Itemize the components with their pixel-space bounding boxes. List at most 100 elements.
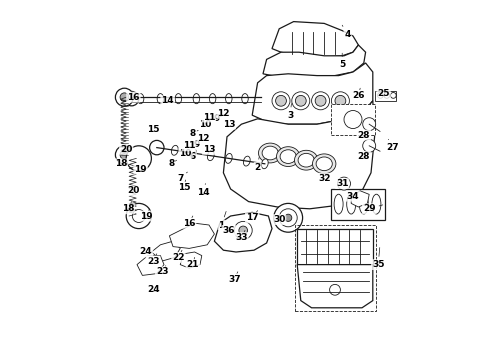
Ellipse shape [359, 194, 368, 214]
Text: 11: 11 [203, 112, 215, 122]
Ellipse shape [334, 194, 343, 214]
Text: 34: 34 [347, 192, 359, 201]
Circle shape [384, 93, 390, 98]
Text: 14: 14 [161, 96, 174, 105]
Circle shape [274, 203, 303, 232]
Text: 8: 8 [190, 129, 198, 138]
Circle shape [335, 95, 346, 106]
Ellipse shape [190, 148, 196, 158]
Text: 5: 5 [339, 53, 345, 69]
Circle shape [279, 209, 297, 227]
Text: 2: 2 [254, 158, 261, 172]
Text: 37: 37 [228, 272, 241, 284]
Circle shape [132, 210, 145, 222]
Text: 17: 17 [246, 211, 259, 222]
Ellipse shape [172, 145, 178, 155]
Circle shape [391, 93, 396, 98]
Circle shape [234, 221, 252, 239]
Circle shape [275, 95, 286, 106]
Polygon shape [272, 22, 358, 58]
Circle shape [338, 177, 350, 190]
Text: 8: 8 [168, 159, 176, 168]
Text: 15: 15 [177, 180, 190, 192]
Polygon shape [180, 252, 202, 268]
Circle shape [149, 140, 164, 155]
Circle shape [239, 226, 247, 235]
Circle shape [126, 146, 151, 171]
Text: 9: 9 [213, 114, 221, 123]
Text: 25: 25 [377, 89, 390, 98]
Text: 27: 27 [386, 139, 399, 152]
Polygon shape [297, 265, 373, 308]
Bar [331, 189, 386, 220]
Polygon shape [351, 191, 369, 207]
Ellipse shape [316, 157, 332, 171]
Circle shape [116, 146, 133, 164]
Text: 6: 6 [190, 152, 196, 161]
Text: 11: 11 [183, 141, 196, 150]
Ellipse shape [157, 94, 164, 104]
Ellipse shape [372, 194, 381, 214]
Polygon shape [223, 101, 374, 209]
Ellipse shape [280, 150, 296, 163]
Text: 26: 26 [352, 88, 365, 100]
Text: 3: 3 [287, 104, 293, 120]
Circle shape [331, 92, 349, 110]
Ellipse shape [298, 153, 314, 167]
Text: 23: 23 [156, 266, 169, 276]
Text: 36: 36 [222, 226, 235, 235]
Bar [297, 229, 373, 265]
Text: 24: 24 [147, 285, 160, 294]
Ellipse shape [153, 143, 160, 153]
Text: 24: 24 [140, 248, 152, 256]
Polygon shape [215, 212, 272, 252]
Text: 33: 33 [235, 230, 247, 242]
Text: 16: 16 [127, 93, 140, 102]
Circle shape [272, 92, 290, 110]
Text: 20: 20 [127, 186, 140, 195]
Text: 4: 4 [342, 25, 351, 39]
Text: 18: 18 [122, 202, 134, 213]
Text: 22: 22 [172, 250, 185, 262]
Text: 13: 13 [222, 120, 235, 129]
Text: 28: 28 [358, 131, 370, 140]
Text: 23: 23 [147, 254, 159, 266]
Text: 18: 18 [115, 159, 127, 168]
Circle shape [344, 111, 362, 129]
Ellipse shape [276, 147, 300, 167]
Text: 29: 29 [363, 204, 383, 213]
Text: 12: 12 [197, 134, 210, 143]
Text: 1: 1 [219, 211, 226, 230]
Circle shape [363, 139, 376, 152]
Circle shape [377, 93, 383, 98]
Circle shape [315, 95, 326, 106]
Circle shape [116, 88, 133, 106]
Text: 14: 14 [197, 184, 210, 197]
Ellipse shape [225, 153, 232, 163]
Ellipse shape [137, 94, 144, 104]
Circle shape [363, 118, 376, 131]
Bar [331, 104, 374, 135]
Text: 21: 21 [187, 257, 199, 269]
Text: 10: 10 [179, 149, 192, 158]
Circle shape [285, 214, 292, 221]
Bar [375, 91, 396, 101]
Ellipse shape [313, 154, 336, 174]
Ellipse shape [347, 194, 356, 214]
Circle shape [126, 203, 151, 229]
Polygon shape [151, 241, 180, 261]
Ellipse shape [242, 94, 248, 104]
Circle shape [312, 92, 330, 110]
Polygon shape [137, 256, 164, 275]
Text: 16: 16 [183, 216, 196, 228]
Ellipse shape [294, 150, 318, 170]
Text: 20: 20 [120, 145, 132, 154]
Text: 32: 32 [318, 174, 330, 183]
Circle shape [295, 95, 306, 106]
Text: 31: 31 [336, 179, 348, 188]
Text: 30: 30 [273, 215, 285, 224]
Polygon shape [170, 223, 215, 248]
Circle shape [292, 92, 310, 110]
Text: 7: 7 [177, 172, 187, 183]
Ellipse shape [175, 94, 182, 104]
